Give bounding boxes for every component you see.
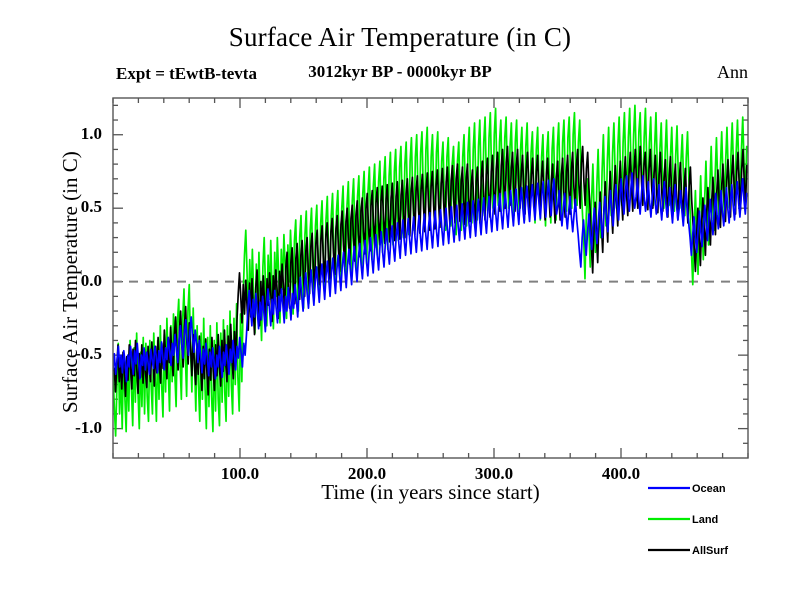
x-axis-title: Time (in years since start) [321,480,540,504]
season-label: Ann [717,62,748,82]
y-tick-label: 1.0 [80,123,102,143]
plot-frame [112,97,749,459]
legend-label-land: Land [692,514,718,526]
y-tick-label: 0.5 [80,197,102,217]
x-tick-label: 100.0 [220,464,260,483]
y-tick-label: -0.5 [75,344,102,364]
experiment-label: Expt = tEwtB-tevta [116,64,257,83]
legend-label-allsurf: AllSurf [692,545,728,557]
chart-title: Surface Air Temperature (in C) [228,22,572,52]
chart-subtitle: 3012kyr BP - 0000kyr BP [308,62,492,81]
y-tick-label: -1.0 [75,417,102,437]
x-tick-label: 300.0 [474,464,514,483]
legend-label-ocean: Ocean [692,483,726,495]
x-tick-label: 400.0 [601,464,641,483]
data-series [113,104,748,437]
y-tick-label: 0.0 [80,270,102,290]
series-line-ocean [113,172,748,383]
chart-legend: Ocean Land AllSurf [648,483,728,557]
x-tick-label: 200.0 [347,464,387,483]
